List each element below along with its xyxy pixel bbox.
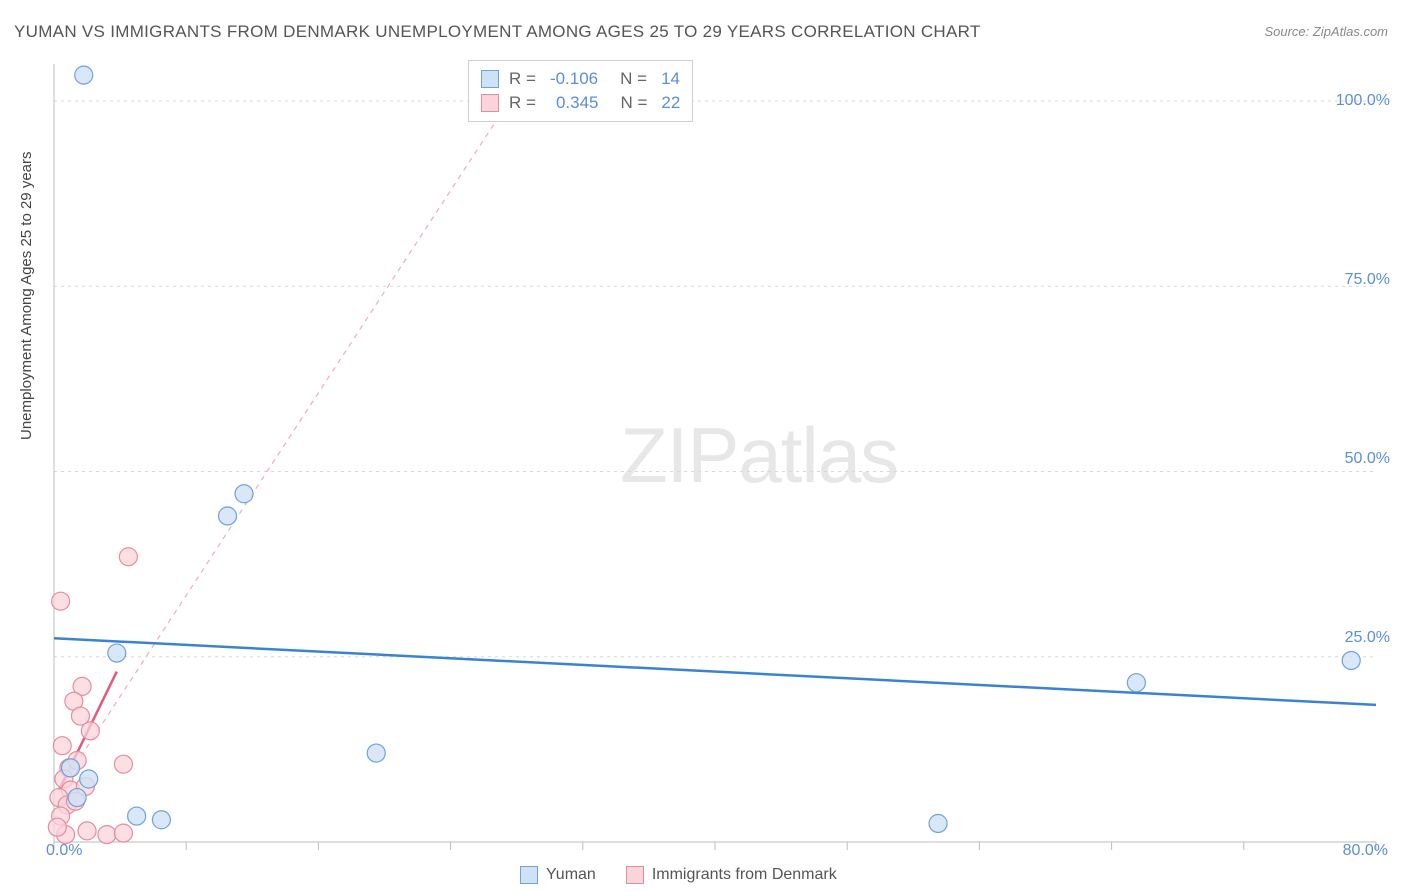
swatch-yuman bbox=[481, 70, 499, 88]
legend-item-yuman: Yuman bbox=[520, 866, 596, 884]
x-tick-1: 80.0% bbox=[1343, 842, 1388, 860]
r-value-denmark: 0.345 bbox=[556, 93, 599, 113]
y-axis-label: Unemployment Among Ages 25 to 29 years bbox=[18, 151, 35, 440]
y-tick-100: 100.0% bbox=[1336, 92, 1390, 110]
y-tick-50: 50.0% bbox=[1345, 450, 1390, 468]
correlation-row-denmark: R = 0.345 N = 22 bbox=[481, 91, 680, 115]
swatch-denmark bbox=[481, 94, 499, 112]
r-label: R = bbox=[509, 93, 536, 113]
r-label: R = bbox=[509, 69, 536, 89]
n-label: N = bbox=[620, 69, 647, 89]
x-tick-0: 0.0% bbox=[46, 842, 82, 860]
legend-item-denmark: Immigrants from Denmark bbox=[626, 866, 837, 884]
n-value-yuman: 14 bbox=[661, 69, 680, 89]
plot-area bbox=[46, 56, 1388, 852]
y-tick-75: 75.0% bbox=[1345, 271, 1390, 289]
y-tick-25: 25.0% bbox=[1345, 629, 1390, 647]
legend-label-denmark: Immigrants from Denmark bbox=[652, 866, 837, 884]
source-attribution: Source: ZipAtlas.com bbox=[1264, 24, 1388, 39]
correlation-legend: R = -0.106 N = 14 R = 0.345 N = 22 bbox=[468, 60, 693, 122]
legend-label-yuman: Yuman bbox=[546, 866, 596, 884]
swatch-denmark bbox=[626, 866, 644, 884]
n-value-denmark: 22 bbox=[661, 93, 680, 113]
series-legend: Yuman Immigrants from Denmark bbox=[520, 866, 837, 884]
n-label: N = bbox=[620, 93, 647, 113]
chart-svg bbox=[46, 56, 1388, 852]
r-value-yuman: -0.106 bbox=[550, 69, 598, 89]
chart-title: YUMAN VS IMMIGRANTS FROM DENMARK UNEMPLO… bbox=[14, 22, 981, 42]
correlation-row-yuman: R = -0.106 N = 14 bbox=[481, 67, 680, 91]
chart-container: YUMAN VS IMMIGRANTS FROM DENMARK UNEMPLO… bbox=[0, 0, 1406, 892]
swatch-yuman bbox=[520, 866, 538, 884]
